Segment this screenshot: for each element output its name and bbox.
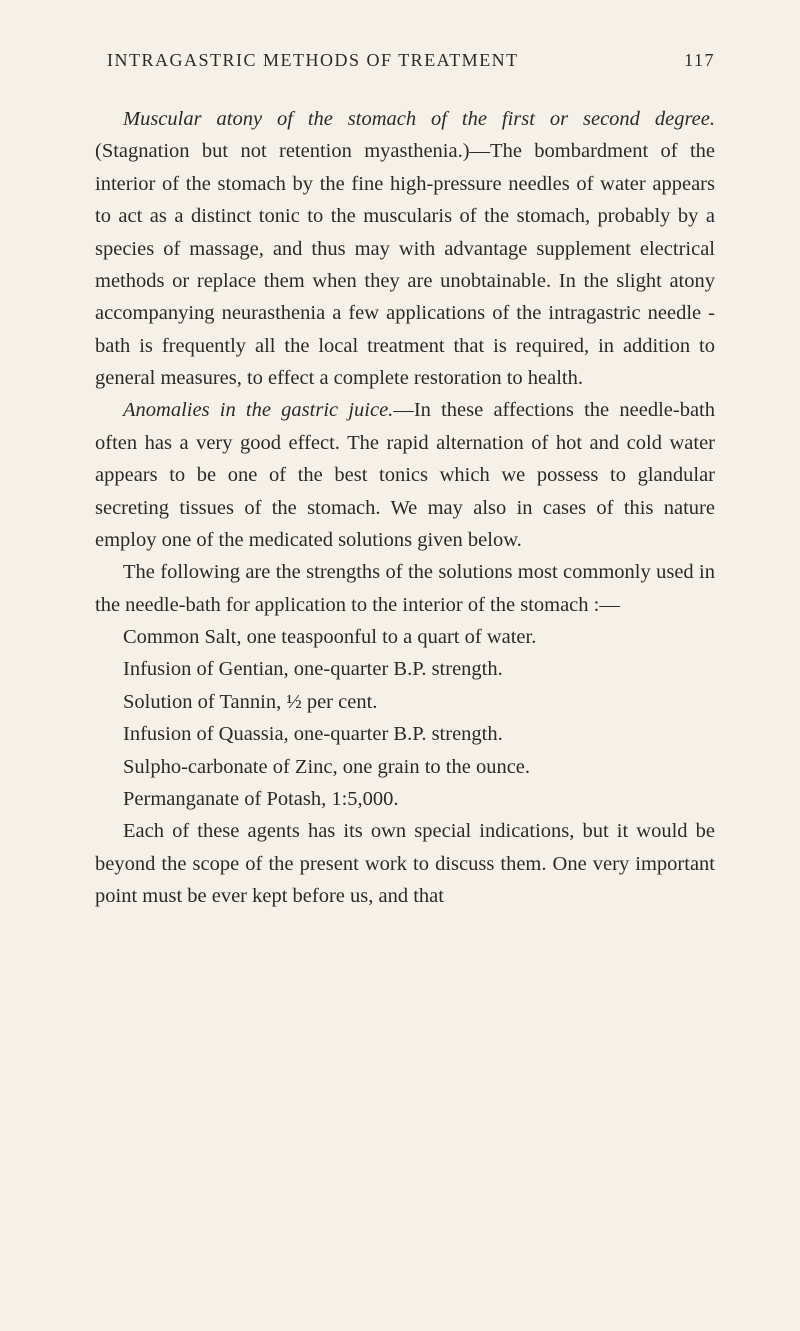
list-item-3: Infusion of Quassia, one-quarter B.P. st…	[95, 718, 715, 750]
p2-italic: Anomalies in the gastric juice.	[123, 399, 393, 421]
body-text: Muscular atony of the stomach of the fir…	[95, 103, 715, 912]
page-number: 117	[684, 50, 715, 71]
paragraph-4: Common Salt, one teaspoonful to a quart …	[95, 621, 715, 653]
list-item-5: Permanganate of Potash, 1:5,000.	[95, 783, 715, 815]
list-item-4: Sulpho-carbonate of Zinc, one grain to t…	[95, 751, 715, 783]
paragraph-5: Each of these agents has its own special…	[95, 815, 715, 912]
p1-rest: (Stagnation but not retention myasthenia…	[95, 140, 715, 389]
paragraph-2: Anomalies in the gastric juice.—In these…	[95, 394, 715, 556]
paragraph-1: Muscular atony of the stomach of the fir…	[95, 103, 715, 394]
list-item-2: Solution of Tannin, ½ per cent.	[95, 686, 715, 718]
header-title: INTRAGASTRIC METHODS OF TREATMENT	[107, 50, 519, 70]
list-item-1: Infusion of Gentian, one-quarter B.P. st…	[95, 653, 715, 685]
paragraph-3: The following are the strengths of the s…	[95, 556, 715, 621]
page-header: INTRAGASTRIC METHODS OF TREATMENT 117	[95, 50, 715, 71]
p1-italic: Muscular atony of the stomach of the fir…	[123, 108, 715, 130]
p2-rest: —In these affections the needle-bath oft…	[95, 399, 715, 551]
